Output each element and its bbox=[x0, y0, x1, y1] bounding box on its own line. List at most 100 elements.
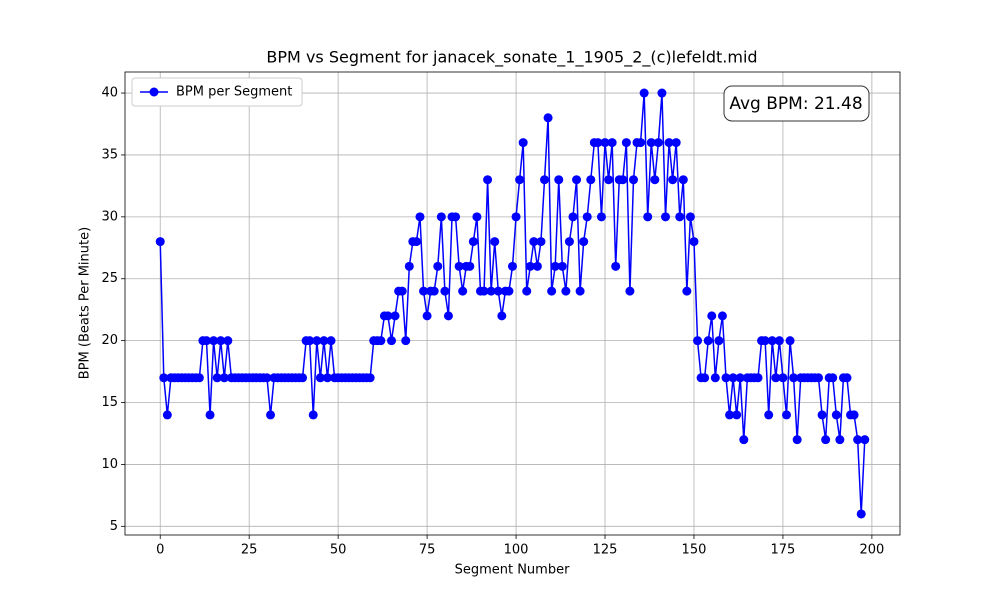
point bbox=[814, 373, 824, 383]
point bbox=[721, 373, 731, 383]
point bbox=[621, 138, 631, 148]
point bbox=[682, 286, 692, 296]
point bbox=[572, 175, 582, 185]
point bbox=[305, 336, 315, 346]
point bbox=[835, 435, 845, 445]
point bbox=[675, 212, 685, 222]
point bbox=[831, 410, 841, 420]
point bbox=[415, 212, 425, 222]
point bbox=[472, 212, 482, 222]
point bbox=[504, 286, 514, 296]
point bbox=[568, 212, 578, 222]
x-tick-label: 75 bbox=[419, 543, 436, 558]
x-tick-label: 175 bbox=[771, 543, 796, 558]
y-tick-label: 40 bbox=[101, 86, 118, 101]
point bbox=[789, 373, 799, 383]
point bbox=[404, 261, 414, 271]
series-line bbox=[159, 92, 866, 514]
point bbox=[322, 373, 332, 383]
point bbox=[468, 237, 478, 247]
point bbox=[600, 138, 610, 148]
point bbox=[828, 373, 838, 383]
point bbox=[298, 373, 308, 383]
point bbox=[522, 286, 532, 296]
point bbox=[575, 286, 585, 296]
point bbox=[490, 237, 500, 247]
point bbox=[315, 373, 325, 383]
point bbox=[458, 286, 468, 296]
point bbox=[739, 435, 749, 445]
point bbox=[586, 175, 596, 185]
point bbox=[700, 373, 710, 383]
y-axis-label: BPM (Beats Per Minute) bbox=[78, 227, 93, 379]
point bbox=[536, 237, 546, 247]
point bbox=[860, 435, 870, 445]
x-tick-label: 0 bbox=[156, 543, 164, 558]
point bbox=[483, 175, 493, 185]
point bbox=[767, 336, 777, 346]
point bbox=[479, 286, 489, 296]
legend-label: BPM per Segment bbox=[176, 85, 292, 100]
point bbox=[732, 410, 742, 420]
point bbox=[760, 336, 770, 346]
point bbox=[493, 286, 503, 296]
point bbox=[671, 138, 681, 148]
point bbox=[685, 212, 695, 222]
chart-title: BPM vs Segment for janacek_sonate_1_1905… bbox=[266, 48, 757, 68]
x-axis-label: Segment Number bbox=[455, 563, 571, 578]
y-tick-label: 15 bbox=[101, 395, 118, 410]
point bbox=[792, 435, 802, 445]
point bbox=[443, 311, 453, 321]
point bbox=[753, 373, 763, 383]
point bbox=[465, 261, 475, 271]
point bbox=[849, 410, 859, 420]
point bbox=[518, 138, 528, 148]
point bbox=[529, 237, 539, 247]
y-tick-label: 5 bbox=[110, 519, 118, 534]
point bbox=[710, 373, 720, 383]
annotation-box bbox=[723, 85, 870, 122]
point bbox=[209, 336, 219, 346]
x-tick-label: 25 bbox=[241, 543, 258, 558]
point bbox=[774, 336, 784, 346]
point bbox=[508, 261, 517, 271]
point bbox=[778, 373, 788, 383]
point bbox=[639, 88, 649, 98]
point bbox=[853, 435, 863, 445]
point bbox=[781, 410, 791, 420]
point bbox=[764, 410, 774, 420]
legend: BPM per Segment bbox=[131, 77, 303, 107]
point bbox=[550, 261, 560, 271]
point bbox=[735, 373, 745, 383]
legend-box bbox=[131, 77, 303, 107]
grid bbox=[125, 72, 900, 535]
x-tick-label: 100 bbox=[504, 543, 529, 558]
point bbox=[657, 88, 667, 98]
point bbox=[159, 373, 169, 383]
point bbox=[194, 373, 204, 383]
point bbox=[201, 336, 211, 346]
point bbox=[401, 336, 411, 346]
point bbox=[582, 212, 592, 222]
point bbox=[433, 261, 443, 271]
point bbox=[650, 175, 660, 185]
x-tick-label: 150 bbox=[682, 543, 707, 558]
y-tick-label: 25 bbox=[101, 271, 118, 286]
point bbox=[664, 138, 674, 148]
point bbox=[422, 311, 432, 321]
y-tick-label: 10 bbox=[101, 457, 118, 472]
point bbox=[593, 138, 603, 148]
point bbox=[319, 336, 329, 346]
point bbox=[561, 286, 571, 296]
point bbox=[451, 212, 461, 222]
x-tick-label: 50 bbox=[330, 543, 347, 558]
point bbox=[266, 410, 276, 420]
point bbox=[714, 336, 724, 346]
point bbox=[387, 336, 397, 346]
point bbox=[703, 336, 713, 346]
point bbox=[419, 286, 429, 296]
legend-marker bbox=[149, 87, 159, 97]
point bbox=[856, 509, 866, 519]
point bbox=[653, 138, 663, 148]
